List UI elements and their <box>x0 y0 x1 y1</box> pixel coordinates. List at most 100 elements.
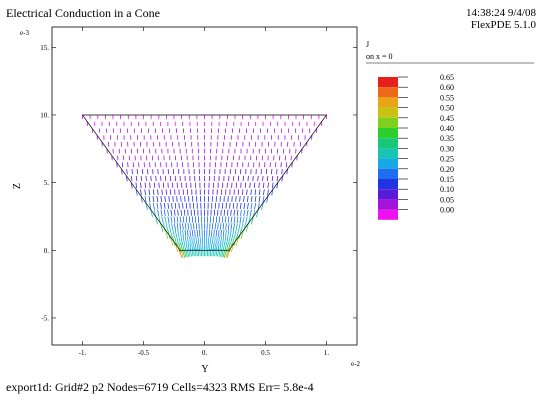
vector-arrow <box>140 182 142 189</box>
vector-arrow <box>160 209 163 217</box>
timestamp: 14:38:24 9/4/08 <box>466 7 536 19</box>
vector-arrow <box>130 182 133 189</box>
vector-arrow <box>152 202 155 210</box>
vector-arrow <box>220 236 222 244</box>
legend-label: 0.35 <box>440 134 454 143</box>
vector-arrow <box>195 243 197 251</box>
vector-arrow <box>236 202 238 209</box>
vector-arrow <box>135 189 138 196</box>
vector-arrow <box>150 209 153 218</box>
vector-arrow <box>222 223 225 230</box>
vector-arrow <box>193 236 195 244</box>
legend-swatch <box>378 199 398 210</box>
vector-arrow <box>160 202 162 209</box>
vector-arrow <box>275 162 277 168</box>
legend-label: 0.30 <box>440 144 454 153</box>
vector-arrow <box>173 216 176 223</box>
vector-arrow <box>178 202 180 209</box>
vector-arrow <box>191 243 193 251</box>
vector-arrow <box>234 229 237 238</box>
vector-arrow <box>121 162 124 168</box>
footer-status: export1d: Grid#2 p2 Nodes=6719 Cells=432… <box>6 380 314 394</box>
legend-title: J <box>366 40 369 49</box>
vector-arrow <box>167 229 171 239</box>
legend-label: 0.50 <box>440 104 454 113</box>
vector-arrow <box>231 229 235 238</box>
x-exponent: e-2 <box>351 360 360 368</box>
vector-arrow <box>161 189 163 195</box>
x-tick-label: 1. <box>324 349 330 357</box>
vector-arrow <box>225 229 227 237</box>
vector-arrow <box>169 236 174 246</box>
vector-arrow <box>215 229 218 237</box>
legend-label: 0.45 <box>440 114 454 123</box>
vector-arrow <box>182 236 185 244</box>
vector-arrow <box>163 202 166 209</box>
vector-arrow <box>127 162 129 168</box>
vector-arrow <box>233 216 236 223</box>
vector-arrow <box>240 209 242 216</box>
y-tick-label: 10. <box>40 111 49 119</box>
vector-arrow <box>164 216 167 224</box>
legend-swatch <box>378 179 398 190</box>
vector-arrow <box>224 236 227 244</box>
vector-arrow <box>170 209 173 216</box>
vector-arrow <box>266 175 269 182</box>
vector-arrow <box>249 209 252 217</box>
plot-title: Electrical Conduction in a Cone <box>6 6 160 20</box>
vector-arrow <box>155 175 157 182</box>
vector-arrow <box>276 175 279 182</box>
legend-label: 0.05 <box>440 195 454 204</box>
vector-arrow <box>167 216 170 224</box>
vector-arrow <box>262 196 265 203</box>
vector-arrow <box>126 169 128 175</box>
vector-arrow <box>220 229 222 237</box>
vector-arrow <box>276 182 279 189</box>
vector-arrow <box>225 223 227 230</box>
vector-arrow <box>286 169 288 175</box>
vector-arrow <box>243 209 246 216</box>
vector-arrow <box>172 196 174 202</box>
vector-arrow <box>162 182 165 188</box>
vector-arrow <box>226 236 229 244</box>
vector-arrow <box>184 236 187 244</box>
vector-arrow <box>194 229 196 237</box>
vector-arrow <box>254 196 257 203</box>
vector-arrow <box>214 243 216 251</box>
vector-arrow <box>271 175 274 182</box>
vector-arrow <box>140 196 143 203</box>
vector-arrow <box>266 196 269 203</box>
vector-arrow <box>237 189 240 195</box>
vector-arrow <box>156 202 159 210</box>
vector-field <box>82 115 327 258</box>
vector-arrow <box>267 189 269 196</box>
vector-arrow <box>291 162 293 168</box>
vector-arrow <box>230 236 233 245</box>
vector-arrow <box>191 229 194 237</box>
vector-arrow <box>152 196 155 203</box>
vector-arrow <box>193 243 195 251</box>
vector-arrow <box>265 169 268 175</box>
vector-arrow <box>190 223 192 230</box>
vector-arrow <box>239 216 242 224</box>
x-tick-label: -1. <box>79 349 87 357</box>
vector-arrow <box>174 202 177 209</box>
vector-arrow <box>156 196 159 202</box>
vector-arrow <box>178 243 182 253</box>
vector-arrow <box>223 209 225 216</box>
vector-arrow <box>165 189 167 195</box>
vector-arrow <box>169 229 173 238</box>
axis-tick-labels: -1. -0.5 0. 0.5 1. -5. 0. 5. 10. 15. <box>40 44 329 357</box>
vector-arrow <box>176 216 179 223</box>
vector-arrow <box>240 229 244 239</box>
vector-arrow <box>267 182 269 189</box>
vector-arrow <box>233 209 236 216</box>
vector-arrow <box>276 169 278 175</box>
vector-arrow <box>189 236 191 244</box>
vector-arrow <box>185 216 188 223</box>
vector-arrow <box>222 229 225 237</box>
legend-swatch <box>378 168 398 179</box>
vector-arrow <box>250 189 252 195</box>
legend-label: 0.00 <box>440 206 454 215</box>
legend-label: 0.60 <box>440 83 454 92</box>
